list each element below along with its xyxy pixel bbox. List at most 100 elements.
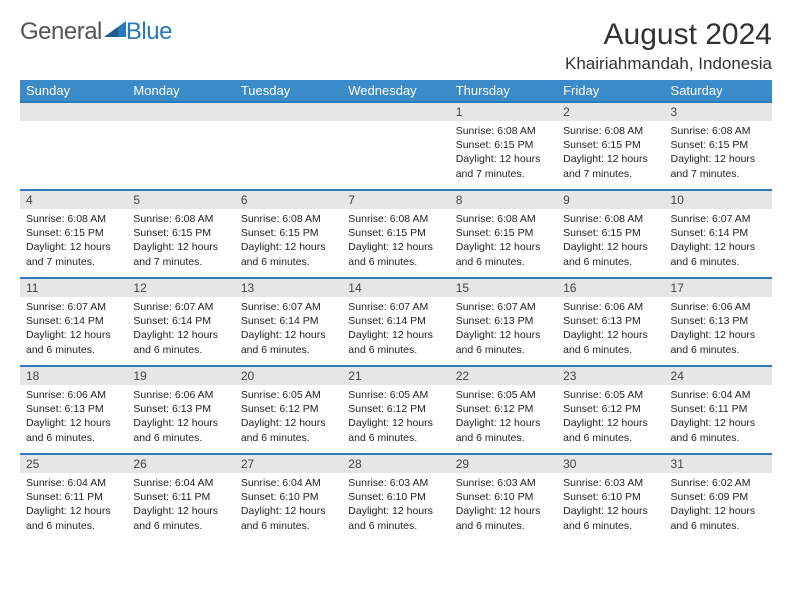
day-line: Daylight: 12 hours and 6 minutes.: [133, 504, 228, 532]
day-number: 29: [450, 455, 557, 473]
day-number: 10: [665, 191, 772, 209]
day-line: Sunrise: 6:08 AM: [26, 212, 121, 226]
brand-triangle-icon: [104, 18, 126, 46]
day-number: 8: [450, 191, 557, 209]
day-body: Sunrise: 6:06 AMSunset: 6:13 PMDaylight:…: [127, 385, 234, 449]
calendar-cell: 18Sunrise: 6:06 AMSunset: 6:13 PMDayligh…: [20, 366, 127, 454]
month-title: August 2024: [565, 18, 772, 52]
day-line: Daylight: 12 hours and 6 minutes.: [241, 328, 336, 356]
day-line: Daylight: 12 hours and 7 minutes.: [671, 152, 766, 180]
day-line: Sunset: 6:10 PM: [563, 490, 658, 504]
calendar-page: General Blue August 2024 Khairiahmandah,…: [0, 0, 792, 542]
day-body: Sunrise: 6:06 AMSunset: 6:13 PMDaylight:…: [665, 297, 772, 361]
day-number: 15: [450, 279, 557, 297]
day-line: Sunset: 6:13 PM: [671, 314, 766, 328]
day-line: Sunrise: 6:05 AM: [563, 388, 658, 402]
day-line: Sunrise: 6:08 AM: [241, 212, 336, 226]
day-line: Sunrise: 6:07 AM: [26, 300, 121, 314]
calendar-cell: 16Sunrise: 6:06 AMSunset: 6:13 PMDayligh…: [557, 278, 664, 366]
calendar-body: 1Sunrise: 6:08 AMSunset: 6:15 PMDaylight…: [20, 102, 772, 542]
day-line: Sunrise: 6:08 AM: [563, 124, 658, 138]
day-line: Daylight: 12 hours and 6 minutes.: [671, 416, 766, 444]
day-body: [127, 121, 234, 128]
day-number: 27: [235, 455, 342, 473]
day-body: Sunrise: 6:03 AMSunset: 6:10 PMDaylight:…: [450, 473, 557, 537]
calendar-cell: 23Sunrise: 6:05 AMSunset: 6:12 PMDayligh…: [557, 366, 664, 454]
day-number: 16: [557, 279, 664, 297]
day-body: Sunrise: 6:08 AMSunset: 6:15 PMDaylight:…: [20, 209, 127, 273]
day-number: 20: [235, 367, 342, 385]
calendar-table: Sunday Monday Tuesday Wednesday Thursday…: [20, 80, 772, 542]
day-line: Daylight: 12 hours and 6 minutes.: [456, 416, 551, 444]
calendar-cell: [20, 102, 127, 190]
calendar-cell: 13Sunrise: 6:07 AMSunset: 6:14 PMDayligh…: [235, 278, 342, 366]
day-number: 18: [20, 367, 127, 385]
day-line: Daylight: 12 hours and 6 minutes.: [563, 328, 658, 356]
day-number: 26: [127, 455, 234, 473]
day-line: Sunset: 6:14 PM: [241, 314, 336, 328]
calendar-cell: 29Sunrise: 6:03 AMSunset: 6:10 PMDayligh…: [450, 454, 557, 542]
calendar-cell: [127, 102, 234, 190]
day-line: Sunrise: 6:04 AM: [241, 476, 336, 490]
day-line: Sunset: 6:12 PM: [456, 402, 551, 416]
day-body: Sunrise: 6:06 AMSunset: 6:13 PMDaylight:…: [557, 297, 664, 361]
calendar-cell: 7Sunrise: 6:08 AMSunset: 6:15 PMDaylight…: [342, 190, 449, 278]
day-line: Daylight: 12 hours and 6 minutes.: [456, 504, 551, 532]
calendar-week: 1Sunrise: 6:08 AMSunset: 6:15 PMDaylight…: [20, 102, 772, 190]
day-number: 14: [342, 279, 449, 297]
day-line: Sunset: 6:13 PM: [26, 402, 121, 416]
day-line: Sunset: 6:10 PM: [348, 490, 443, 504]
day-line: Daylight: 12 hours and 6 minutes.: [348, 328, 443, 356]
calendar-cell: 4Sunrise: 6:08 AMSunset: 6:15 PMDaylight…: [20, 190, 127, 278]
calendar-cell: 28Sunrise: 6:03 AMSunset: 6:10 PMDayligh…: [342, 454, 449, 542]
day-line: Sunset: 6:12 PM: [563, 402, 658, 416]
day-body: Sunrise: 6:08 AMSunset: 6:15 PMDaylight:…: [450, 121, 557, 185]
day-line: Sunrise: 6:07 AM: [133, 300, 228, 314]
day-line: Sunrise: 6:07 AM: [241, 300, 336, 314]
day-line: Daylight: 12 hours and 6 minutes.: [26, 416, 121, 444]
day-line: Sunrise: 6:04 AM: [26, 476, 121, 490]
day-line: Sunrise: 6:04 AM: [133, 476, 228, 490]
day-body: Sunrise: 6:07 AMSunset: 6:13 PMDaylight:…: [450, 297, 557, 361]
day-line: Sunset: 6:14 PM: [671, 226, 766, 240]
day-line: Daylight: 12 hours and 6 minutes.: [26, 504, 121, 532]
day-line: Daylight: 12 hours and 6 minutes.: [563, 504, 658, 532]
calendar-cell: 8Sunrise: 6:08 AMSunset: 6:15 PMDaylight…: [450, 190, 557, 278]
day-body: Sunrise: 6:08 AMSunset: 6:15 PMDaylight:…: [557, 209, 664, 273]
calendar-cell: 14Sunrise: 6:07 AMSunset: 6:14 PMDayligh…: [342, 278, 449, 366]
day-line: Sunrise: 6:06 AM: [133, 388, 228, 402]
day-line: Sunset: 6:12 PM: [348, 402, 443, 416]
day-line: Sunset: 6:15 PM: [348, 226, 443, 240]
calendar-cell: 3Sunrise: 6:08 AMSunset: 6:15 PMDaylight…: [665, 102, 772, 190]
day-body: Sunrise: 6:07 AMSunset: 6:14 PMDaylight:…: [342, 297, 449, 361]
day-line: Sunrise: 6:06 AM: [26, 388, 121, 402]
day-line: Daylight: 12 hours and 6 minutes.: [563, 240, 658, 268]
day-number: 11: [20, 279, 127, 297]
day-line: Daylight: 12 hours and 6 minutes.: [133, 416, 228, 444]
brand-part2: Blue: [126, 18, 172, 46]
calendar-cell: 11Sunrise: 6:07 AMSunset: 6:14 PMDayligh…: [20, 278, 127, 366]
day-line: Daylight: 12 hours and 6 minutes.: [456, 328, 551, 356]
day-number: 12: [127, 279, 234, 297]
day-number: 6: [235, 191, 342, 209]
day-body: Sunrise: 6:04 AMSunset: 6:11 PMDaylight:…: [665, 385, 772, 449]
day-line: Sunrise: 6:07 AM: [348, 300, 443, 314]
day-body: Sunrise: 6:06 AMSunset: 6:13 PMDaylight:…: [20, 385, 127, 449]
day-line: Daylight: 12 hours and 6 minutes.: [241, 504, 336, 532]
day-line: Sunrise: 6:08 AM: [348, 212, 443, 226]
day-line: Sunrise: 6:04 AM: [671, 388, 766, 402]
day-line: Daylight: 12 hours and 6 minutes.: [241, 240, 336, 268]
day-body: Sunrise: 6:08 AMSunset: 6:15 PMDaylight:…: [557, 121, 664, 185]
day-number: 17: [665, 279, 772, 297]
day-number: 7: [342, 191, 449, 209]
day-line: Sunset: 6:15 PM: [133, 226, 228, 240]
day-number: 23: [557, 367, 664, 385]
brand-part1: General: [20, 18, 102, 46]
day-line: Sunrise: 6:07 AM: [671, 212, 766, 226]
day-line: Sunset: 6:09 PM: [671, 490, 766, 504]
col-friday: Friday: [557, 80, 664, 102]
day-number: [342, 103, 449, 121]
day-line: Sunrise: 6:08 AM: [671, 124, 766, 138]
day-number: 1: [450, 103, 557, 121]
day-line: Sunset: 6:15 PM: [563, 226, 658, 240]
